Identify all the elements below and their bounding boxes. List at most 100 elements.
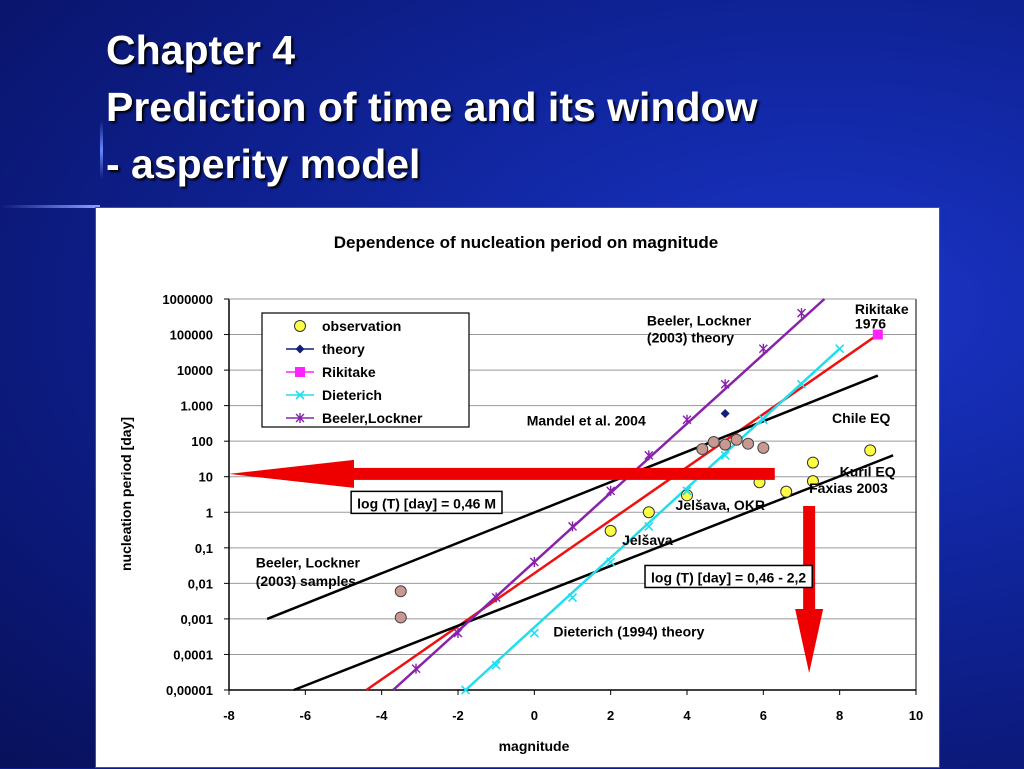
x-tick-label: 0 — [531, 708, 538, 723]
data-point-observation — [642, 506, 655, 519]
legend-label: Beeler,Lockner — [322, 410, 423, 426]
annotation-label: 1976 — [855, 315, 886, 331]
data-point-dieterich — [835, 344, 845, 354]
decorative-horizontal-line — [0, 205, 100, 208]
annotation-label: Mandel et al. 2004 — [527, 412, 646, 428]
slide-title-line-1: Chapter 4 — [106, 27, 296, 73]
data-point-observation — [864, 444, 877, 457]
data-point-beeler-lockner — [453, 628, 463, 639]
data-point-beeler-lockner — [682, 414, 692, 425]
data-point-observation — [806, 456, 819, 469]
data-point-beeler-lockner — [644, 450, 654, 461]
chart-svg: Dependence of nucleation period on magni… — [118, 233, 923, 754]
y-tick-label: 0,1 — [195, 541, 213, 556]
data-point-dieterich — [461, 685, 471, 695]
y-tick-label: 0,0001 — [173, 647, 213, 662]
x-tick-label: 8 — [836, 708, 843, 723]
x-tick-label: 2 — [607, 708, 614, 723]
formula-label: log (T) [day] = 0,46 - 2,2 — [651, 569, 806, 585]
data-point-beeler-lockner — [491, 592, 501, 603]
red-arrow-vertical-shaft — [803, 506, 816, 612]
slide-title-line-2: Prediction of time and its window — [106, 84, 758, 130]
annotation-label: Rikitake — [855, 301, 909, 317]
y-tick-label: 10000 — [177, 363, 213, 378]
y-tick-label: 100 — [191, 434, 213, 449]
data-point-observation — [394, 585, 407, 598]
legend-label: observation — [322, 318, 401, 334]
annotation-label: Beeler, Lockner — [647, 312, 752, 328]
y-tick-label: 1 — [206, 505, 213, 520]
x-tick-label: -6 — [300, 708, 312, 723]
data-point-dieterich — [682, 486, 692, 496]
data-point-observation — [757, 441, 770, 454]
data-point-theory — [720, 409, 730, 419]
x-tick-label: 6 — [760, 708, 767, 723]
decorative-vertical-line — [100, 120, 103, 180]
data-point-dieterich — [606, 557, 616, 567]
x-tick-label: -2 — [452, 708, 464, 723]
legend-marker — [295, 413, 305, 423]
line-mandel-et-al-2004 — [266, 374, 879, 621]
data-point-observation — [394, 611, 407, 624]
data-point-beeler-lockner — [797, 308, 806, 319]
data-point-dieterich — [567, 592, 578, 603]
slide-title-line-3: - asperity model — [106, 141, 421, 187]
annotation-label: (2003) samples — [256, 573, 357, 589]
legend-label: Dieterich — [322, 387, 382, 403]
data-point-observation — [780, 485, 793, 498]
red-arrow-horizontal-shaft — [349, 467, 775, 480]
data-point-beeler-lockner — [758, 343, 768, 354]
red-arrow-horizontal-head — [229, 459, 354, 488]
line-dieterich — [464, 347, 841, 691]
x-tick-label: -8 — [223, 708, 235, 723]
legend-label: Rikitake — [322, 364, 376, 380]
annotation-label: Faxias 2003 — [809, 480, 888, 496]
chart-title: Dependence of nucleation period on magni… — [334, 233, 718, 252]
y-tick-label: 1000000 — [162, 292, 213, 307]
y-tick-label: 0,001 — [180, 612, 213, 627]
y-tick-label: 1.000 — [180, 399, 213, 414]
annotation-label: Dieterich (1994) theory — [553, 623, 704, 639]
slide-title: Chapter 4 Prediction of time and its win… — [106, 22, 757, 193]
data-point-dieterich — [529, 628, 539, 638]
data-point-dieterich — [796, 379, 807, 389]
data-point-observation — [707, 435, 720, 448]
data-point-observation — [696, 443, 709, 456]
data-point-beeler-lockner — [529, 556, 539, 567]
data-point-dieterich — [758, 415, 768, 425]
data-point-beeler-lockner — [411, 663, 421, 674]
data-point-rikitake — [872, 329, 883, 340]
legend-marker — [295, 390, 305, 400]
data-point-beeler-lockner — [606, 485, 616, 496]
x-tick-label: 10 — [909, 708, 923, 723]
annotation-label: Kuril EQ — [840, 464, 896, 480]
annotation-label: Beeler, Lockner — [256, 554, 361, 570]
data-point-observation — [730, 433, 743, 446]
legend-marker — [295, 367, 305, 377]
data-point-observation — [719, 438, 732, 451]
data-point-observation — [806, 475, 819, 488]
x-axis-label: magnitude — [499, 738, 570, 754]
annotation-label: Chile EQ — [832, 410, 890, 426]
y-tick-label: 0,01 — [188, 576, 213, 591]
x-tick-label: 4 — [683, 708, 691, 723]
y-axis-label: nucleation period [day] — [118, 417, 134, 571]
data-point-beeler-lockner — [720, 379, 730, 390]
y-tick-label: 100000 — [170, 328, 213, 343]
x-tick-label: -4 — [376, 708, 388, 723]
data-point-beeler-lockner — [568, 521, 577, 532]
data-point-dieterich — [491, 660, 501, 670]
formula-box — [644, 564, 813, 589]
data-point-dieterich — [720, 450, 730, 460]
chart-panel: Dependence of nucleation period on magni… — [95, 207, 940, 768]
line-beeler-lockner-2003-theory — [392, 298, 826, 691]
red-arrow-vertical-head — [795, 609, 824, 674]
y-tick-label: 0,00001 — [166, 683, 213, 698]
data-point-observation — [604, 524, 617, 537]
annotation-label: (2003) theory — [647, 329, 734, 345]
legend-marker — [294, 320, 306, 332]
formula-box — [350, 490, 503, 515]
legend-marker — [295, 344, 305, 354]
line-rikitake — [365, 333, 879, 692]
data-point-dieterich — [644, 521, 654, 531]
